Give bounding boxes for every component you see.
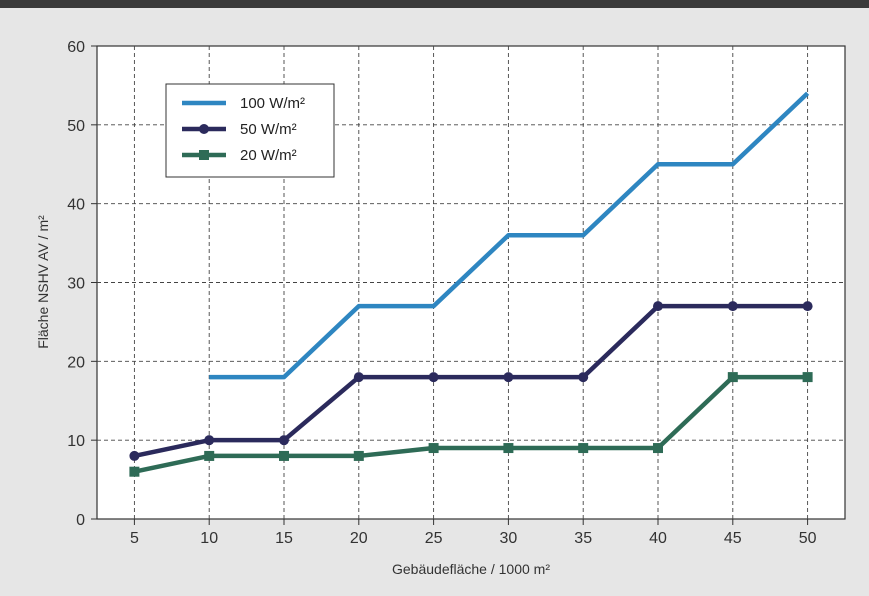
data-point xyxy=(279,435,289,446)
y-tick-label: 30 xyxy=(67,276,85,293)
y-tick-label: 20 xyxy=(67,354,85,371)
x-tick-label: 5 xyxy=(130,530,139,547)
legend-label-1: 50 W/m² xyxy=(240,121,297,138)
data-point xyxy=(503,443,514,454)
data-point xyxy=(653,301,663,312)
y-tick-label: 40 xyxy=(67,197,85,214)
x-axis-ticks: 5 10 15 20 25 30 35 40 45 50 xyxy=(130,519,817,547)
data-point xyxy=(428,443,439,454)
data-point xyxy=(578,443,589,454)
series-line-0 xyxy=(209,91,810,380)
legend-marker xyxy=(199,124,209,134)
series-line-2 xyxy=(133,374,808,474)
x-tick-label: 15 xyxy=(275,530,293,547)
data-point xyxy=(129,450,140,461)
data-point xyxy=(428,372,439,383)
data-point xyxy=(802,372,813,383)
x-tick-label: 35 xyxy=(574,530,592,547)
x-tick-label: 25 xyxy=(425,530,443,547)
x-axis-title: Gebäudefläche / 1000 m² xyxy=(392,561,550,577)
top-border-bar xyxy=(0,0,869,8)
data-point xyxy=(727,301,738,312)
x-tick-label: 30 xyxy=(500,530,518,547)
data-point xyxy=(129,466,140,477)
y-tick-label: 10 xyxy=(67,433,85,450)
data-point xyxy=(204,435,215,446)
y-axis-ticks: 0 10 20 30 40 50 60 xyxy=(67,39,97,529)
data-point xyxy=(353,450,364,461)
legend-label-0: 100 W/m² xyxy=(240,95,305,112)
data-point xyxy=(279,450,289,461)
data-point xyxy=(802,301,813,312)
data-point xyxy=(204,450,215,461)
data-point xyxy=(578,372,589,383)
series-group xyxy=(129,91,813,477)
series-line-1 xyxy=(133,303,808,459)
y-axis-title: Fläche NSHV AV / m² xyxy=(35,215,51,349)
x-tick-label: 10 xyxy=(200,530,218,547)
y-tick-label: 60 xyxy=(67,39,85,56)
data-point xyxy=(353,372,364,383)
y-tick-label: 0 xyxy=(76,512,85,529)
x-tick-label: 45 xyxy=(724,530,742,547)
legend-label-2: 20 W/m² xyxy=(240,147,297,164)
data-point xyxy=(727,372,738,383)
data-point xyxy=(653,443,663,454)
y-tick-label: 50 xyxy=(67,118,85,135)
legend: 100 W/m² 50 W/m² 20 W/m² xyxy=(165,83,335,178)
x-tick-label: 40 xyxy=(649,530,667,547)
legend-marker xyxy=(199,150,209,160)
x-tick-label: 50 xyxy=(799,530,817,547)
x-tick-label: 20 xyxy=(350,530,368,547)
data-point xyxy=(503,372,514,383)
